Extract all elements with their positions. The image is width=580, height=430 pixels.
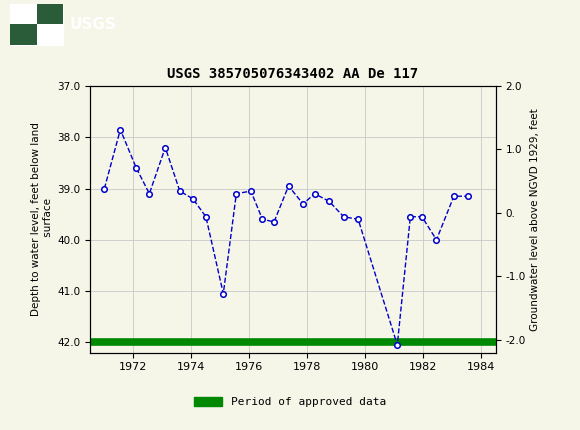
Bar (37, 4, 63, 24)
Text: USGS: USGS (70, 17, 117, 32)
Bar (10, 24, 37, 45)
Y-axis label: Depth to water level, feet below land
 surface: Depth to water level, feet below land su… (31, 123, 53, 316)
Y-axis label: Groundwater level above NGVD 1929, feet: Groundwater level above NGVD 1929, feet (530, 108, 540, 331)
Title: USGS 385705076343402 AA De 117: USGS 385705076343402 AA De 117 (167, 67, 419, 81)
Legend: Period of approved data: Period of approved data (190, 393, 390, 412)
Bar (10, 4, 63, 45)
